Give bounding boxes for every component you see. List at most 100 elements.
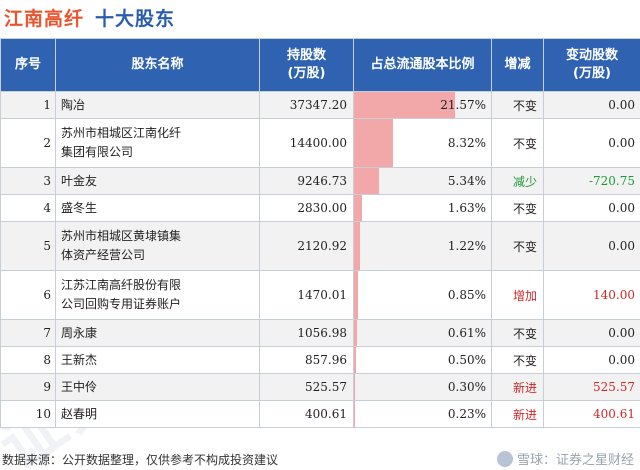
table-row: 1 陶冶 37347.20 21.57% 不变 0.00 [0, 91, 640, 119]
table-body: 1 陶冶 37347.20 21.57% 不变 0.00 2 苏州市相城区江南化纤 集团有限公司… [0, 91, 640, 428]
change-status-cell: 增加 [491, 270, 544, 320]
holder-name-cell: 苏州市相城区黄埭镇集 体资产经营公司 [55, 221, 260, 271]
title-bar: 江南高纤 十大股东 [0, 0, 640, 34]
holder-name-cell: 江苏江南高纤股份有限 公司回购专用证券账户 [55, 270, 260, 320]
rank-cell: 9 [0, 373, 56, 401]
rank-cell: 7 [0, 319, 56, 347]
holder-name-cell: 王中伶 [55, 373, 260, 401]
change-status-cell: 不变 [491, 91, 544, 119]
ratio-value: 0.85% [447, 288, 486, 302]
rank-cell: 10 [0, 400, 56, 428]
holder-name-line: 王新杰 [61, 352, 98, 367]
shares-cell: 857.96 [259, 346, 354, 374]
table-header-row: 序号 股东名称 持股数 (万股) 占总流通股本比例 增减 变动股数 (万股) [0, 38, 640, 92]
table-row: 8 王新杰 857.96 0.50% 不变 0.00 [0, 346, 640, 374]
change-status-cell: 不变 [491, 319, 544, 347]
holder-name-cell: 盛冬生 [55, 194, 260, 222]
rank-cell: 8 [0, 346, 56, 374]
ratio-bar [354, 374, 356, 400]
rank-cell: 5 [0, 221, 56, 271]
shares-cell: 37347.20 [259, 91, 354, 119]
holder-name-line: 苏州市相城区黄埭镇集 [61, 229, 182, 243]
table-row: 2 苏州市相城区江南化纤 集团有限公司 14400.00 8.32% 不变 0.00 [0, 118, 640, 168]
change-qty-cell: 0.00 [543, 319, 640, 347]
holder-name-cell: 赵春明 [55, 400, 260, 428]
change-qty-cell: 0.00 [543, 91, 640, 119]
shares-cell: 1056.98 [259, 319, 354, 347]
change-status-cell: 不变 [491, 194, 544, 222]
ratio-bar [354, 195, 362, 221]
rank-cell: 1 [0, 91, 56, 119]
shares-cell: 2120.92 [259, 221, 354, 271]
ratio-value: 5.34% [447, 174, 486, 188]
table-row: 4 盛冬生 2830.00 1.63% 不变 0.00 [0, 194, 640, 222]
ratio-value: 8.32% [447, 136, 486, 150]
rank-cell: 6 [0, 270, 56, 320]
rank-cell: 4 [0, 194, 56, 222]
brand-credit: 雪球：证券之星财经 [496, 449, 634, 468]
ratio-value: 21.57% [440, 98, 486, 112]
change-status-cell: 不变 [491, 221, 544, 271]
ratio-value: 1.22% [447, 239, 486, 253]
change-status-cell: 不变 [491, 346, 544, 374]
change-qty-cell: 525.57 [543, 373, 640, 401]
change-qty-cell: -720.75 [543, 167, 640, 195]
ratio-bar [354, 347, 357, 373]
ratio-cell: 8.32% [353, 118, 492, 168]
holder-name-cell: 苏州市相城区江南化纤 集团有限公司 [55, 118, 260, 168]
ratio-bar [354, 222, 360, 270]
holder-name-line: 体资产经营公司 [61, 248, 146, 262]
shares-cell: 9246.73 [259, 167, 354, 195]
change-qty-cell: 140.00 [543, 270, 640, 320]
change-status-cell: 新进 [491, 373, 544, 401]
table-row: 5 苏州市相城区黄埭镇集 体资产经营公司 2120.92 1.22% 不变 0.00 [0, 221, 640, 271]
ratio-cell: 5.34% [353, 167, 492, 195]
ratio-value: 0.30% [447, 380, 486, 394]
holder-name-line: 集团有限公司 [61, 145, 134, 159]
ratio-cell: 1.63% [353, 194, 492, 222]
table-row: 3 叶金友 9246.73 5.34% 减少 -720.75 [0, 167, 640, 195]
change-qty-cell: 0.00 [543, 118, 640, 168]
holder-name-line: 苏州市相城区江南化纤 [61, 126, 182, 140]
header-holder-name: 股东名称 [55, 38, 260, 92]
ratio-value: 0.23% [447, 407, 486, 421]
ratio-value: 0.50% [447, 353, 486, 367]
holder-name-cell: 叶金友 [55, 167, 260, 195]
ratio-value: 1.63% [447, 201, 486, 215]
shares-cell: 14400.00 [259, 118, 354, 168]
ratio-value: 0.61% [447, 326, 486, 340]
ratio-cell: 0.23% [353, 400, 492, 428]
change-qty-cell: 0.00 [543, 346, 640, 374]
ratio-cell: 1.22% [353, 221, 492, 271]
shares-cell: 525.57 [259, 373, 354, 401]
header-change: 增减 [491, 38, 544, 92]
company-name: 江南高纤 [4, 8, 85, 30]
holder-name-cell: 陶冶 [55, 91, 260, 119]
header-change-qty: 变动股数 (万股) [543, 38, 640, 92]
header-rank: 序号 [0, 38, 56, 92]
change-status-cell: 新进 [491, 400, 544, 428]
holder-name-line: 叶金友 [61, 173, 98, 188]
change-qty-cell: 400.61 [543, 400, 640, 428]
holder-name-cell: 周永康 [55, 319, 260, 347]
shareholder-table: 序号 股东名称 持股数 (万股) 占总流通股本比例 增减 变动股数 (万股) 1 陶冶 373… [0, 38, 640, 428]
table-row: 9 王中伶 525.57 0.30% 新进 525.57 [0, 373, 640, 401]
snowball-logo-icon [496, 450, 513, 467]
data-source-note: 数据来源：公开数据整理，仅供参考不构成投资建议 [2, 453, 279, 467]
change-qty-cell: 0.00 [543, 194, 640, 222]
ratio-cell: 0.85% [353, 270, 492, 320]
shares-cell: 2830.00 [259, 194, 354, 222]
ratio-cell: 21.57% [353, 91, 492, 119]
brand-label: 雪球：证券之星财经 [516, 453, 634, 468]
table-row: 7 周永康 1056.98 0.61% 不变 0.00 [0, 319, 640, 347]
header-shares: 持股数 (万股) [259, 38, 354, 92]
shares-cell: 1470.01 [259, 270, 354, 320]
table-row: 6 江苏江南高纤股份有限 公司回购专用证券账户 1470.01 0.85% 增加 140.0… [0, 270, 640, 320]
change-status-cell: 不变 [491, 118, 544, 168]
holder-name-line: 周永康 [61, 325, 98, 340]
ratio-bar [354, 271, 358, 319]
ratio-cell: 0.50% [353, 346, 492, 374]
holder-name-line: 公司回购专用证券账户 [61, 297, 182, 311]
ratio-bar [354, 320, 357, 346]
ratio-cell: 0.30% [353, 373, 492, 401]
